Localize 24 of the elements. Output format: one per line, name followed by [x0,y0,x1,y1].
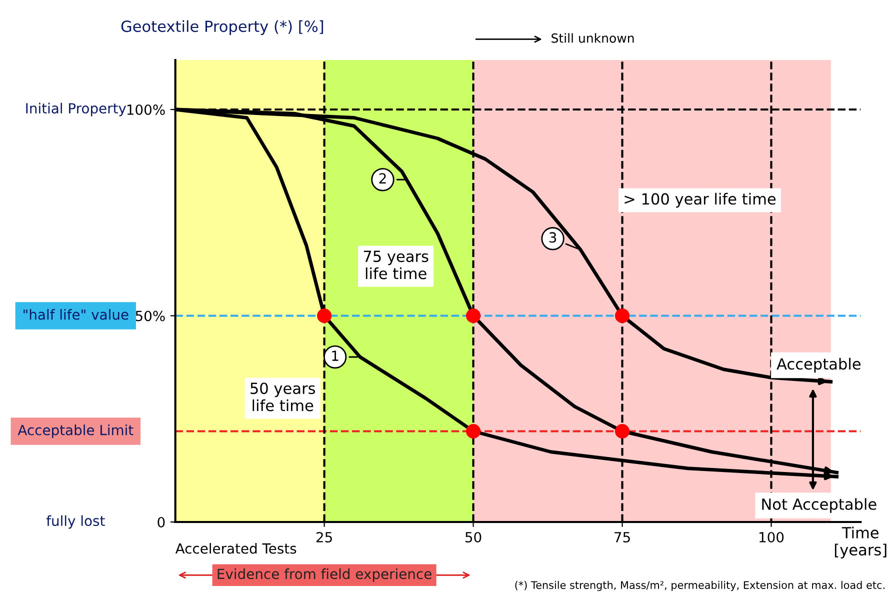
annotation: 50 years life time [250,382,316,412]
x-tick-label: 50 [466,532,482,542]
annotation: 2 [379,173,386,184]
text: fully lost [46,515,105,529]
text: Acceptable Limit [18,424,134,438]
text: Still unknown [552,33,634,43]
x-tick-label: 100 [760,532,784,542]
x-axis-title: Time [years] [834,526,886,559]
annotation: 3 [549,232,556,243]
annotation: Not Acceptable [762,498,876,513]
text: Evidence from field experience [218,568,432,582]
annotation: 1 [332,350,338,361]
y-tick-label: 100% [127,104,165,115]
text: "half life" value [24,309,128,320]
text: Initial Property [26,102,126,116]
text: Accelerated Tests [175,543,296,554]
y-tick-label: 0 [158,516,165,528]
annotation: > 100 year life time [624,192,776,208]
y-axis-title: Geotextile Property (*) [%] [121,20,324,36]
x-tick-label: 25 [316,532,332,542]
text: (*) Tensile strength, Mass/m², permeability, Extension at max. load etc. [515,580,884,591]
annotation: Acceptable [776,358,860,373]
annotation: 75 years life time [364,250,428,280]
x-tick-label: 75 [614,532,630,542]
